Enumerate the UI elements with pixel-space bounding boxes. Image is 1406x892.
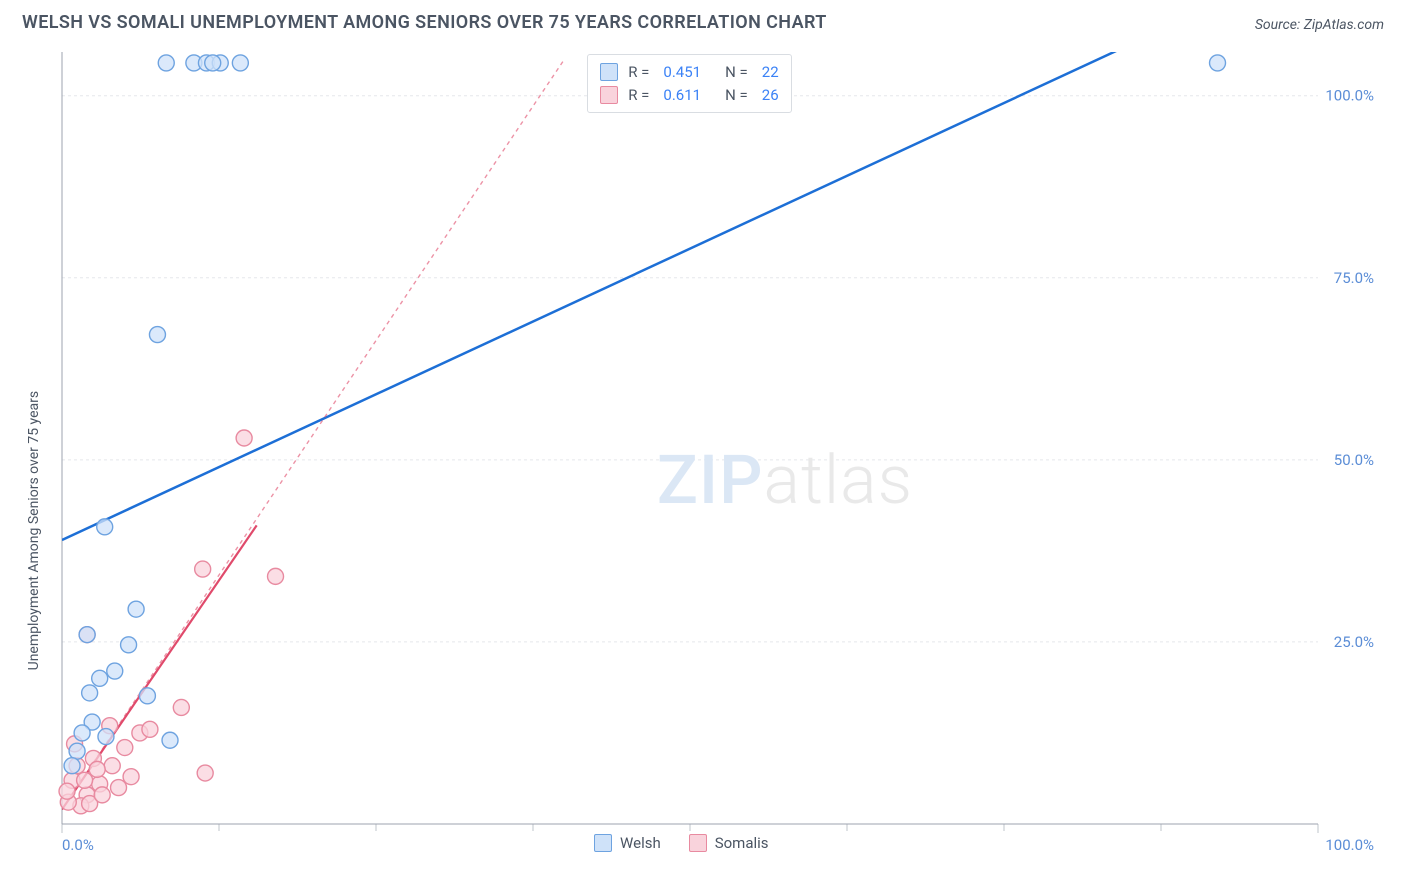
legend-swatch [600,86,618,104]
svg-text:50.0%: 50.0% [1334,451,1374,469]
svg-text:100.0%: 100.0% [1325,836,1374,854]
svg-text:25.0%: 25.0% [1334,633,1374,651]
legend-row: R = 0.611 N = 26 [600,84,778,107]
chart-title: WELSH VS SOMALI UNEMPLOYMENT AMONG SENIO… [22,12,827,33]
series-name: Welsh [620,834,661,852]
series-legend-item: Somalis [689,834,769,852]
svg-text:75.0%: 75.0% [1334,269,1374,287]
legend-n-value: 22 [762,61,779,84]
legend-r-label: R = [628,61,649,84]
legend-r-label: R = [628,84,649,107]
series-legend: Welsh Somalis [594,834,769,852]
source-label: Source: ZipAtlas.com [1255,17,1384,33]
correlation-legend: R = 0.451 N = 22 R = 0.611 N = 26 [587,54,791,113]
svg-text:Unemployment Among Seniors ove: Unemployment Among Seniors over 75 years [26,391,42,671]
legend-n-label: N = [725,61,748,84]
legend-row: R = 0.451 N = 22 [600,61,778,84]
series-name: Somalis [715,834,769,852]
chart-area: 25.0% 50.0% 75.0% 100.0% 0.0% 100.0% Unemploym… [22,48,1384,880]
svg-text:0.0%: 0.0% [62,836,94,854]
scatter-chart: 25.0% 50.0% 75.0% 100.0% 0.0% 100.0% Unemploym… [22,48,1384,880]
legend-swatch [689,834,707,852]
legend-swatch [594,834,612,852]
legend-n-value: 26 [762,84,779,107]
series-legend-item: Welsh [594,834,661,852]
legend-r-value: 0.611 [663,84,701,107]
legend-n-label: N = [725,84,748,107]
svg-text:100.0%: 100.0% [1325,87,1374,105]
legend-swatch [600,63,618,81]
legend-r-value: 0.451 [663,61,701,84]
